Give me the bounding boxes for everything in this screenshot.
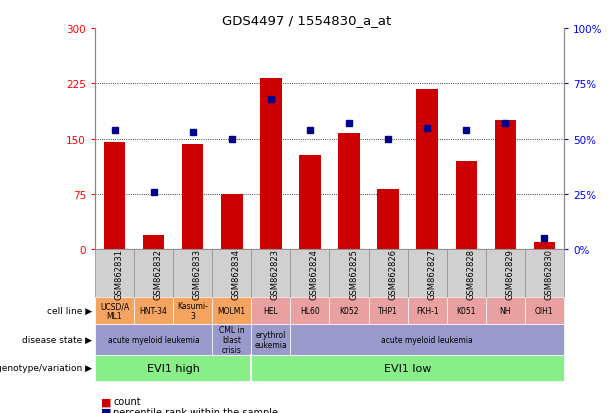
Text: GSM862828: GSM862828 <box>466 248 475 299</box>
Bar <box>416 89 438 250</box>
Text: HEL: HEL <box>264 306 278 315</box>
Bar <box>378 190 399 250</box>
Bar <box>534 242 555 250</box>
Text: GSM862834: GSM862834 <box>232 248 241 299</box>
Bar <box>299 156 321 250</box>
Text: K051: K051 <box>457 306 476 315</box>
Text: CML in
blast
crisis: CML in blast crisis <box>219 325 245 354</box>
Text: cell line ▶: cell line ▶ <box>47 306 92 315</box>
Text: GSM862823: GSM862823 <box>271 248 280 299</box>
Text: GSM862824: GSM862824 <box>310 248 319 299</box>
Text: erythrol
eukemia: erythrol eukemia <box>254 330 287 349</box>
Text: percentile rank within the sample: percentile rank within the sample <box>113 407 278 413</box>
Text: GSM862831: GSM862831 <box>115 248 124 299</box>
Text: ■: ■ <box>101 407 112 413</box>
Bar <box>104 143 125 250</box>
Bar <box>182 145 204 250</box>
Text: MOLM1: MOLM1 <box>218 306 246 315</box>
Text: GSM862827: GSM862827 <box>427 248 436 299</box>
Text: ■: ■ <box>101 396 112 406</box>
Text: GSM862825: GSM862825 <box>349 248 358 299</box>
Text: HNT-34: HNT-34 <box>140 306 167 315</box>
Text: OIH1: OIH1 <box>535 306 554 315</box>
Bar <box>221 195 243 250</box>
Text: NH: NH <box>500 306 511 315</box>
Text: genotype/variation ▶: genotype/variation ▶ <box>0 363 92 373</box>
Text: disease state ▶: disease state ▶ <box>22 335 92 344</box>
Bar <box>455 161 477 250</box>
Text: FKH-1: FKH-1 <box>416 306 438 315</box>
Text: EVI1 low: EVI1 low <box>384 363 432 373</box>
Text: EVI1 high: EVI1 high <box>147 363 200 373</box>
Text: HL60: HL60 <box>300 306 320 315</box>
Text: GSM862833: GSM862833 <box>192 248 202 299</box>
Text: GDS4497 / 1554830_a_at: GDS4497 / 1554830_a_at <box>222 14 391 27</box>
Text: GSM862829: GSM862829 <box>505 248 514 299</box>
Bar <box>260 79 281 250</box>
Text: GSM862832: GSM862832 <box>154 248 162 299</box>
Text: GSM862826: GSM862826 <box>388 248 397 299</box>
Text: count: count <box>113 396 141 406</box>
Text: Kasumi-
3: Kasumi- 3 <box>177 301 208 320</box>
Text: K052: K052 <box>339 306 359 315</box>
Text: GSM862830: GSM862830 <box>544 248 554 299</box>
Bar <box>495 121 516 250</box>
Text: acute myeloid leukemia: acute myeloid leukemia <box>108 335 199 344</box>
Bar <box>143 235 164 250</box>
Bar <box>338 133 360 250</box>
Text: acute myeloid leukemia: acute myeloid leukemia <box>381 335 473 344</box>
Text: UCSD/A
ML1: UCSD/A ML1 <box>100 301 129 320</box>
Text: THP1: THP1 <box>378 306 398 315</box>
